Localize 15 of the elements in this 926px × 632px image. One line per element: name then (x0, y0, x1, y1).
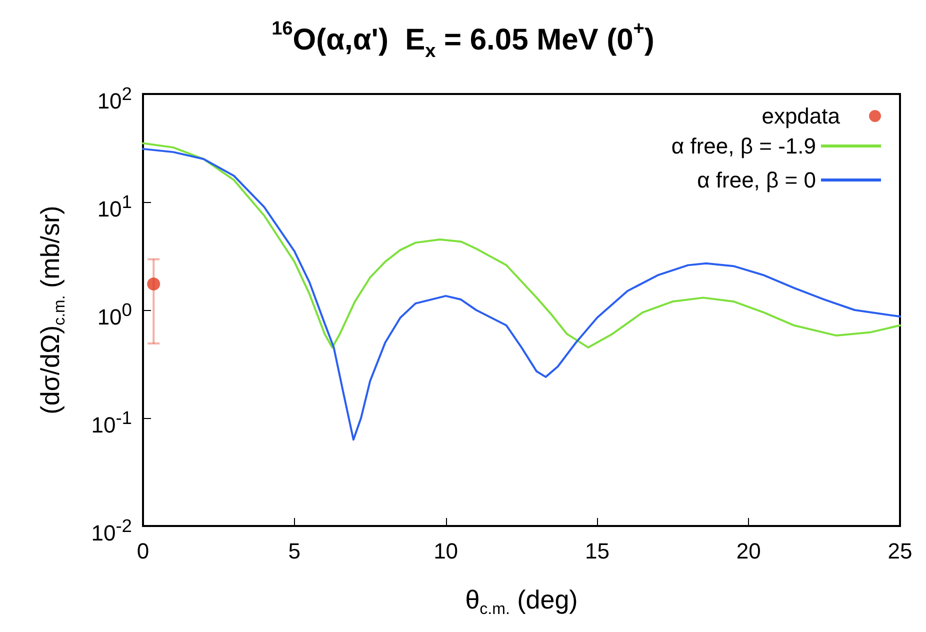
y-tick-label: 10$^{-2}$ (91, 514, 132, 546)
x-tick-label: 10 (434, 538, 458, 564)
y-tick-label: 10$^{-1}$ (91, 406, 132, 438)
legend-label: α free, β = 0 (697, 168, 816, 192)
x-tick-label: 25 (888, 538, 912, 564)
legend-label: expdata (762, 104, 841, 128)
x-tick-label: 20 (736, 538, 761, 564)
y-tick-label: 10$^{0}$ (97, 298, 132, 330)
y-axis-title: (dσ/dΩ)c.m. (mb/sr) (35, 206, 69, 414)
legend-label: α free, β = -1.9 (671, 134, 816, 158)
y-tick-label: 10$^{2}$ (97, 82, 132, 114)
x-tick-label: 5 (288, 538, 301, 564)
x-tick-label: 0 (136, 538, 150, 564)
x-tick-label: 15 (584, 538, 610, 564)
y-tick-label: 10$^{1}$ (97, 190, 132, 222)
